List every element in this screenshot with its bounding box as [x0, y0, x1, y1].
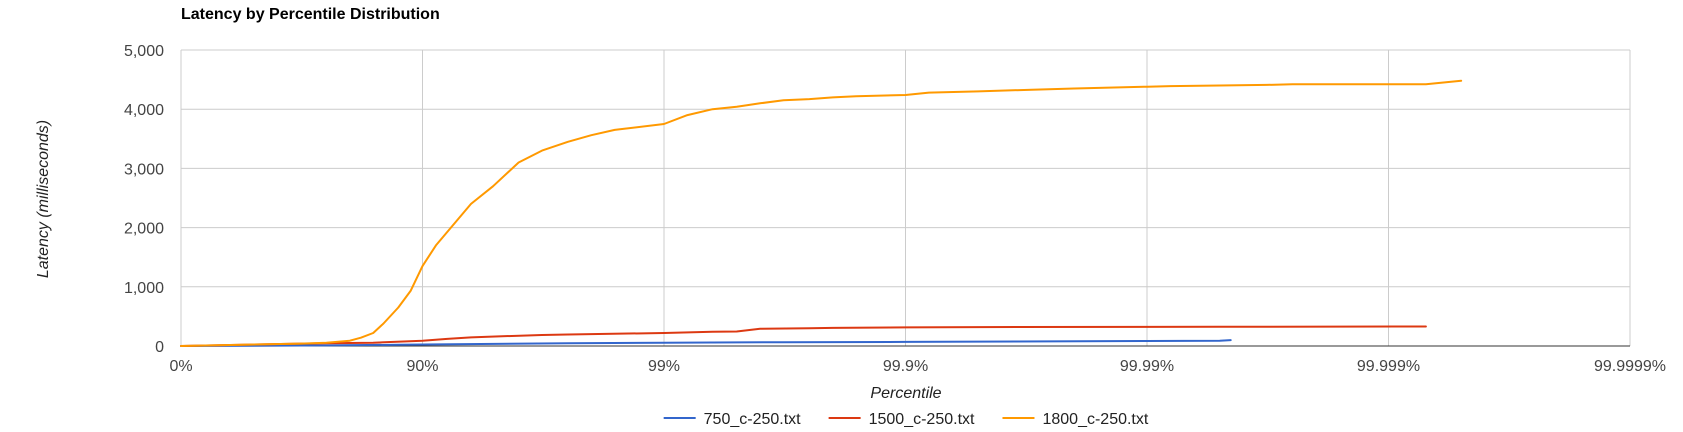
series-line-1	[180, 339, 1232, 347]
y-axis: 0 1,000 2,000 3,000 4,000 5,000	[124, 43, 164, 356]
legend-label: 750_c-250.txt	[704, 411, 802, 428]
x-axis-title: Percentile	[870, 385, 941, 402]
y-tick-label: 0	[155, 339, 164, 356]
y-tick-label: 5,000	[124, 43, 164, 60]
y-axis-title: Latency (milliseconds)	[35, 120, 52, 278]
y-tick-label: 1,000	[124, 280, 164, 297]
x-tick-label: 99.9999%	[1594, 358, 1666, 375]
gridlines	[180, 49, 1631, 346]
x-axis: 0% 90% 99% 99.9% 99.99% 99.999% 99.9999%	[169, 345, 1666, 375]
x-tick-label: 0%	[169, 358, 192, 375]
legend-item-1: 750_c-250.txt	[663, 411, 802, 428]
x-tick-label: 99.9%	[883, 358, 928, 375]
y-tick-label: 3,000	[124, 161, 164, 178]
legend-label: 1800_c-250.txt	[1042, 411, 1148, 428]
x-tick-label: 90%	[406, 358, 438, 375]
y-tick-label: 2,000	[124, 221, 164, 238]
x-tick-label: 99%	[648, 358, 680, 375]
series-line-3	[180, 79, 1463, 347]
legend-item-2: 1500_c-250.txt	[828, 411, 975, 428]
legend-item-3: 1800_c-250.txt	[1002, 411, 1149, 428]
legend: 750_c-250.txt 1500_c-250.txt 1800_c-250.tx…	[663, 411, 1149, 428]
x-tick-label: 99.99%	[1120, 358, 1174, 375]
x-tick-label: 99.999%	[1357, 358, 1420, 375]
plot-area	[180, 79, 1463, 347]
chart-title: Latency by Percentile Distribution	[181, 6, 440, 23]
series-line-2	[180, 325, 1427, 347]
legend-label: 1500_c-250.txt	[869, 411, 975, 428]
y-tick-label: 4,000	[124, 102, 164, 119]
